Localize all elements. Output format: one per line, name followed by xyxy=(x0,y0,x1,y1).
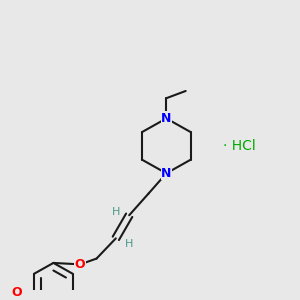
Text: O: O xyxy=(11,286,22,299)
Text: · HCl: · HCl xyxy=(223,139,256,153)
Text: N: N xyxy=(161,112,172,125)
Text: N: N xyxy=(161,167,172,180)
Text: H: H xyxy=(125,239,134,249)
Text: O: O xyxy=(75,258,86,271)
Text: H: H xyxy=(112,207,120,218)
